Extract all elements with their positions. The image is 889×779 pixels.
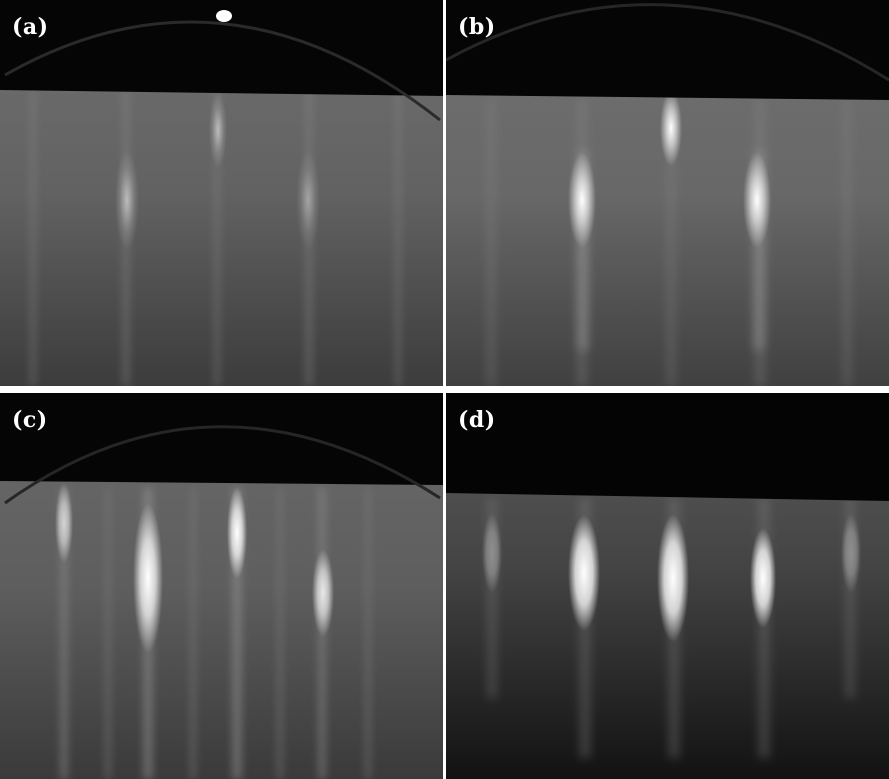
shadow-edge <box>0 393 443 485</box>
streak-b-1 <box>568 152 596 248</box>
direct-beam-spot <box>216 10 232 22</box>
streak-b-2 <box>660 90 682 166</box>
streak-d-1 <box>482 513 502 593</box>
screen-rim <box>4 20 441 122</box>
streak-c-2 <box>133 503 163 653</box>
rheed-panel-a: (a) <box>0 0 443 386</box>
panel-label-a: (a) <box>12 14 49 40</box>
rheed-panel-b: (b) <box>446 0 889 386</box>
streak-a-1 <box>115 150 139 250</box>
streak-d-3 <box>657 514 689 642</box>
rheed-panel-d: (d) <box>446 393 889 779</box>
streak-a-3 <box>296 150 320 250</box>
streak-b-3 <box>743 152 771 248</box>
panel-label-d: (d) <box>458 407 496 433</box>
streak-d-4 <box>750 528 776 628</box>
streak-c-3 <box>227 487 247 579</box>
rheed-pattern-d <box>446 393 889 779</box>
shadow-edge <box>446 0 889 100</box>
panel-label-b: (b) <box>458 14 496 40</box>
panel-label-c: (c) <box>12 407 48 433</box>
streak-d-2 <box>568 515 600 631</box>
streak-c-1 <box>55 483 73 563</box>
screen-rim <box>446 3 889 82</box>
streak-c-4 <box>312 549 334 637</box>
streak-d-5 <box>841 513 861 593</box>
screen-rim <box>4 425 441 505</box>
shadow-edge <box>446 393 889 501</box>
rheed-pattern-a <box>0 0 443 386</box>
rheed-pattern-c <box>0 393 443 779</box>
streak-a-2 <box>209 92 227 168</box>
shadow-edge <box>0 0 443 96</box>
rheed-pattern-b <box>446 0 889 386</box>
rheed-panel-c: (c) <box>0 393 443 779</box>
